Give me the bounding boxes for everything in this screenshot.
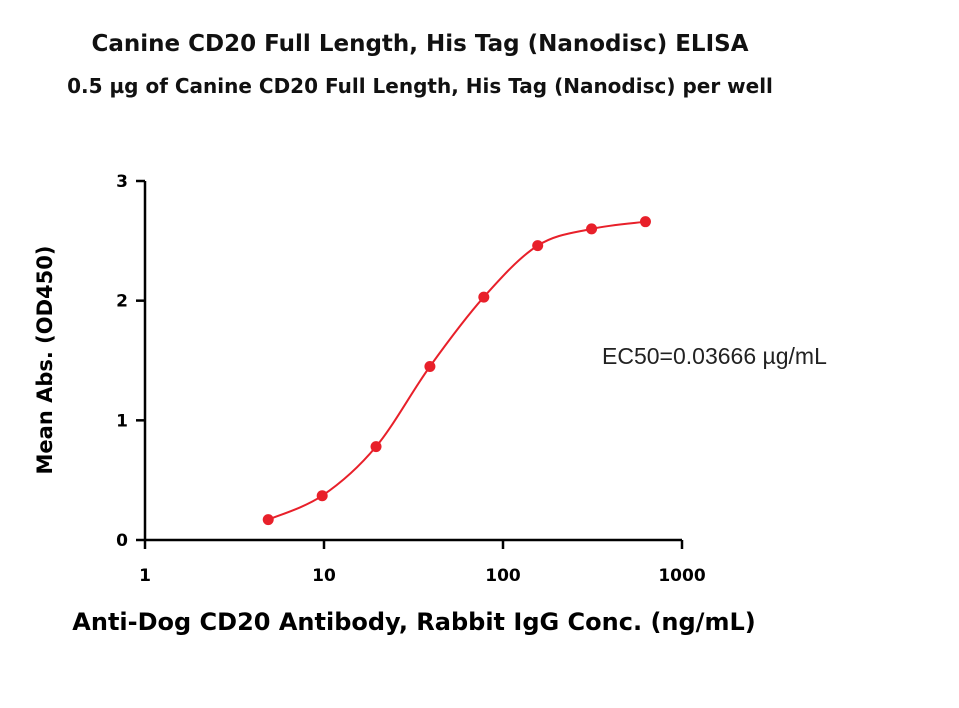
x-axis-title: Anti-Dog CD20 Antibody, Rabbit IgG Conc.… — [72, 608, 755, 636]
x-tick-label: 100 — [485, 566, 521, 586]
y-tick-label: 3 — [116, 172, 128, 192]
data-point — [370, 441, 382, 453]
data-point — [639, 216, 651, 228]
y-tick-label: 0 — [116, 531, 128, 551]
y-tick-label: 1 — [116, 411, 128, 431]
x-ticks: 1 10 100 1000 — [139, 540, 706, 586]
ec50-annotation: EC50=0.03666 µg/mL — [602, 343, 827, 369]
data-points — [262, 216, 651, 526]
data-point — [262, 514, 274, 526]
data-point — [316, 490, 328, 502]
data-point — [424, 360, 436, 372]
chart-title: Canine CD20 Full Length, His Tag (Nanodi… — [91, 31, 749, 57]
x-tick-label: 10 — [312, 566, 336, 586]
data-point — [532, 240, 544, 252]
y-axis-title: Mean Abs. (OD450) — [33, 246, 57, 475]
data-point — [586, 223, 598, 235]
data-point — [478, 291, 490, 303]
chart-subtitle: 0.5 µg of Canine CD20 Full Length, His T… — [67, 74, 773, 98]
x-tick-label: 1 — [139, 566, 151, 586]
y-tick-label: 2 — [116, 292, 128, 312]
x-tick-label: 1000 — [658, 566, 705, 586]
y-ticks: 0 1 2 3 — [116, 172, 145, 551]
fit-curve — [267, 220, 646, 521]
axes — [143, 181, 682, 542]
